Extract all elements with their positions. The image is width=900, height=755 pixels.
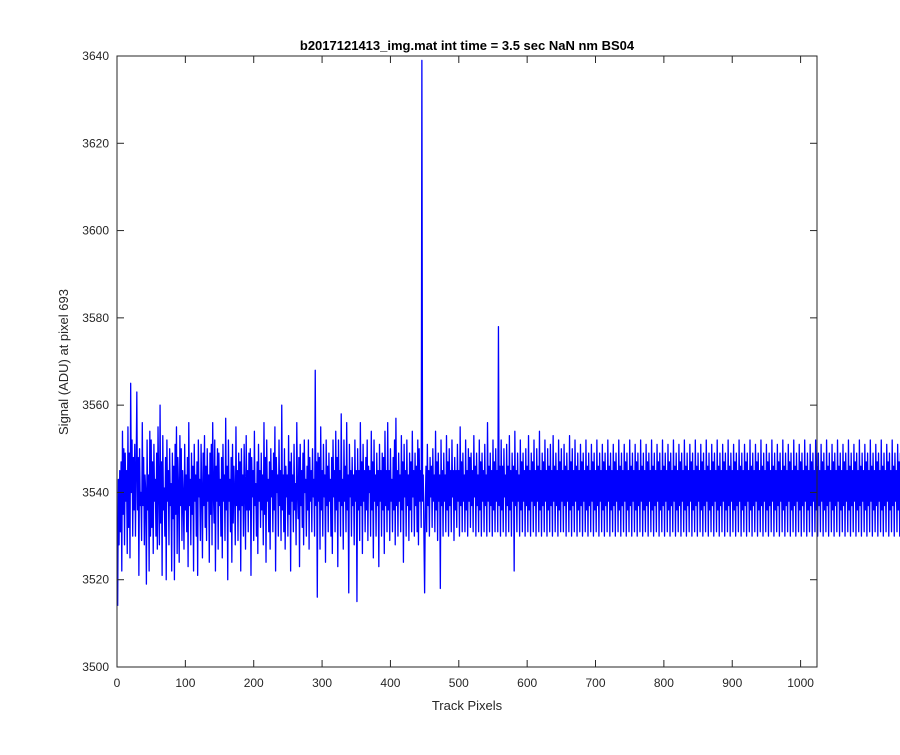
x-axis-title: Track Pixels	[432, 698, 503, 713]
y-tick-label: 3540	[82, 485, 109, 499]
plot-background	[117, 56, 817, 667]
x-axis: 0 100 200 300 400 500 600 700 800 900 1000	[114, 56, 814, 690]
x-tick-label: 0	[114, 676, 121, 690]
y-axis-title: Signal (ADU) at pixel 693	[56, 289, 71, 435]
y-tick-label: 3560	[82, 398, 109, 412]
x-tick-label: 800	[654, 676, 674, 690]
y-tick-label: 3620	[82, 136, 109, 150]
x-tick-label: 400	[380, 676, 400, 690]
plot-area	[116, 55, 900, 668]
x-tick-label: 500	[449, 676, 469, 690]
x-tick-label: 900	[722, 676, 742, 690]
chart-title: b2017121413_img.mat int time = 3.5 sec N…	[300, 38, 635, 53]
y-tick-label: 3600	[82, 224, 109, 238]
y-tick-label: 3500	[82, 660, 109, 674]
x-tick-label: 300	[312, 676, 332, 690]
y-tick-label: 3580	[82, 311, 109, 325]
x-tick-label: 700	[586, 676, 606, 690]
y-tick-label: 3640	[82, 49, 109, 63]
x-tick-label: 100	[175, 676, 195, 690]
y-tick-label: 3520	[82, 573, 109, 587]
series-line-1	[117, 59, 900, 606]
x-tick-label: 1000	[787, 676, 814, 690]
x-tick-label: 600	[517, 676, 537, 690]
y-axis: 3500 3520 3540 3560 3580 3600 3620 3640	[82, 49, 817, 674]
x-tick-label: 200	[244, 676, 264, 690]
plot-frame	[116, 55, 818, 668]
